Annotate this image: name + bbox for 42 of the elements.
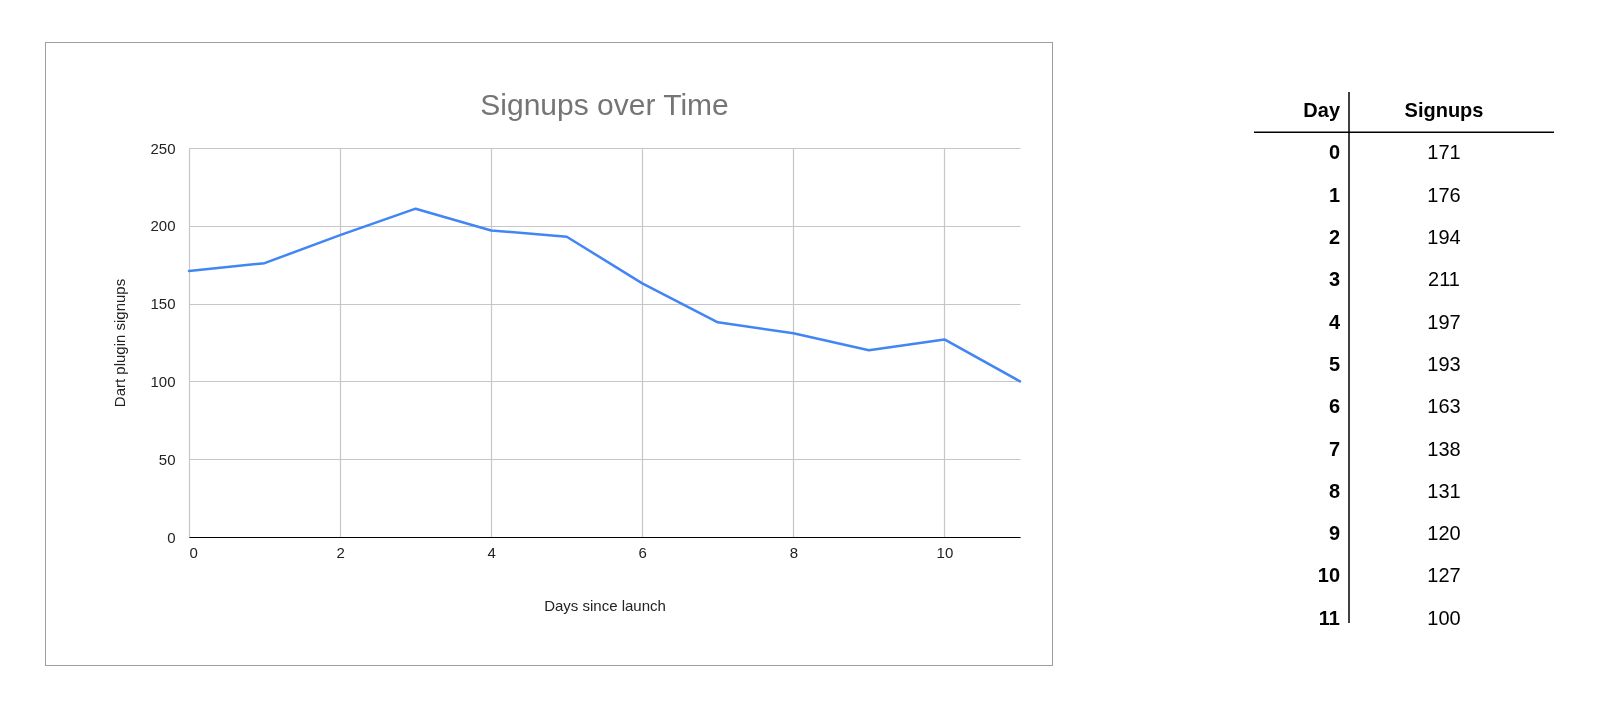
chart-title: Signups over Time xyxy=(480,88,729,121)
y-tick-label: 8 xyxy=(1328,479,1340,502)
x-tick-label: Signups xyxy=(1404,99,1484,121)
y-axis-title: Day xyxy=(1303,99,1340,121)
y-tick-label: 6 xyxy=(1328,395,1340,418)
y-tick-label: 150 xyxy=(150,295,176,313)
y-tick-label: 50 xyxy=(158,450,176,468)
data-label: 176 xyxy=(1427,183,1461,206)
y-tick-label: 7 xyxy=(1328,437,1340,460)
y-axis-title: Dart plugin signups xyxy=(111,278,129,408)
y-tick-label: 5 xyxy=(1328,352,1340,375)
x-tick-label: 6 xyxy=(638,543,647,561)
y-tick-label: 0 xyxy=(1328,141,1340,164)
y-tick-label: 9 xyxy=(1328,522,1340,545)
y-tick-label: 4 xyxy=(1328,310,1340,333)
y-tick-label: 2 xyxy=(1328,226,1340,249)
y-tick-label: 11 xyxy=(1318,606,1340,629)
y-tick-label: 1 xyxy=(1328,183,1340,206)
data-label: 138 xyxy=(1427,437,1461,460)
x-tick-label: 10 xyxy=(936,543,954,561)
data-label: 127 xyxy=(1427,564,1461,587)
data-label: 100 xyxy=(1427,606,1461,629)
data-label: 194 xyxy=(1427,226,1461,249)
data-label: 193 xyxy=(1427,352,1461,375)
data-label: 163 xyxy=(1427,395,1461,418)
line-series xyxy=(187,207,1022,383)
data-label: 120 xyxy=(1427,522,1461,545)
x-tick-label: 8 xyxy=(789,543,799,561)
y-tick-label: 250 xyxy=(150,139,176,157)
data-label: 171 xyxy=(1427,141,1461,164)
x-tick-label: 0 xyxy=(189,543,198,561)
y-tick-label: 3 xyxy=(1328,268,1340,291)
y-tick-label: 0 xyxy=(167,528,176,546)
x-tick-label: 2 xyxy=(336,543,345,561)
x-tick-label: 4 xyxy=(487,543,496,561)
x-axis-title: Days since launch xyxy=(544,596,666,614)
data-label: 197 xyxy=(1427,310,1461,333)
y-tick-label: 100 xyxy=(150,372,176,390)
data-label: 131 xyxy=(1427,479,1461,502)
data-label: 211 xyxy=(1428,268,1460,291)
y-tick-label: 10 xyxy=(1317,564,1340,587)
y-tick-label: 200 xyxy=(150,217,176,235)
